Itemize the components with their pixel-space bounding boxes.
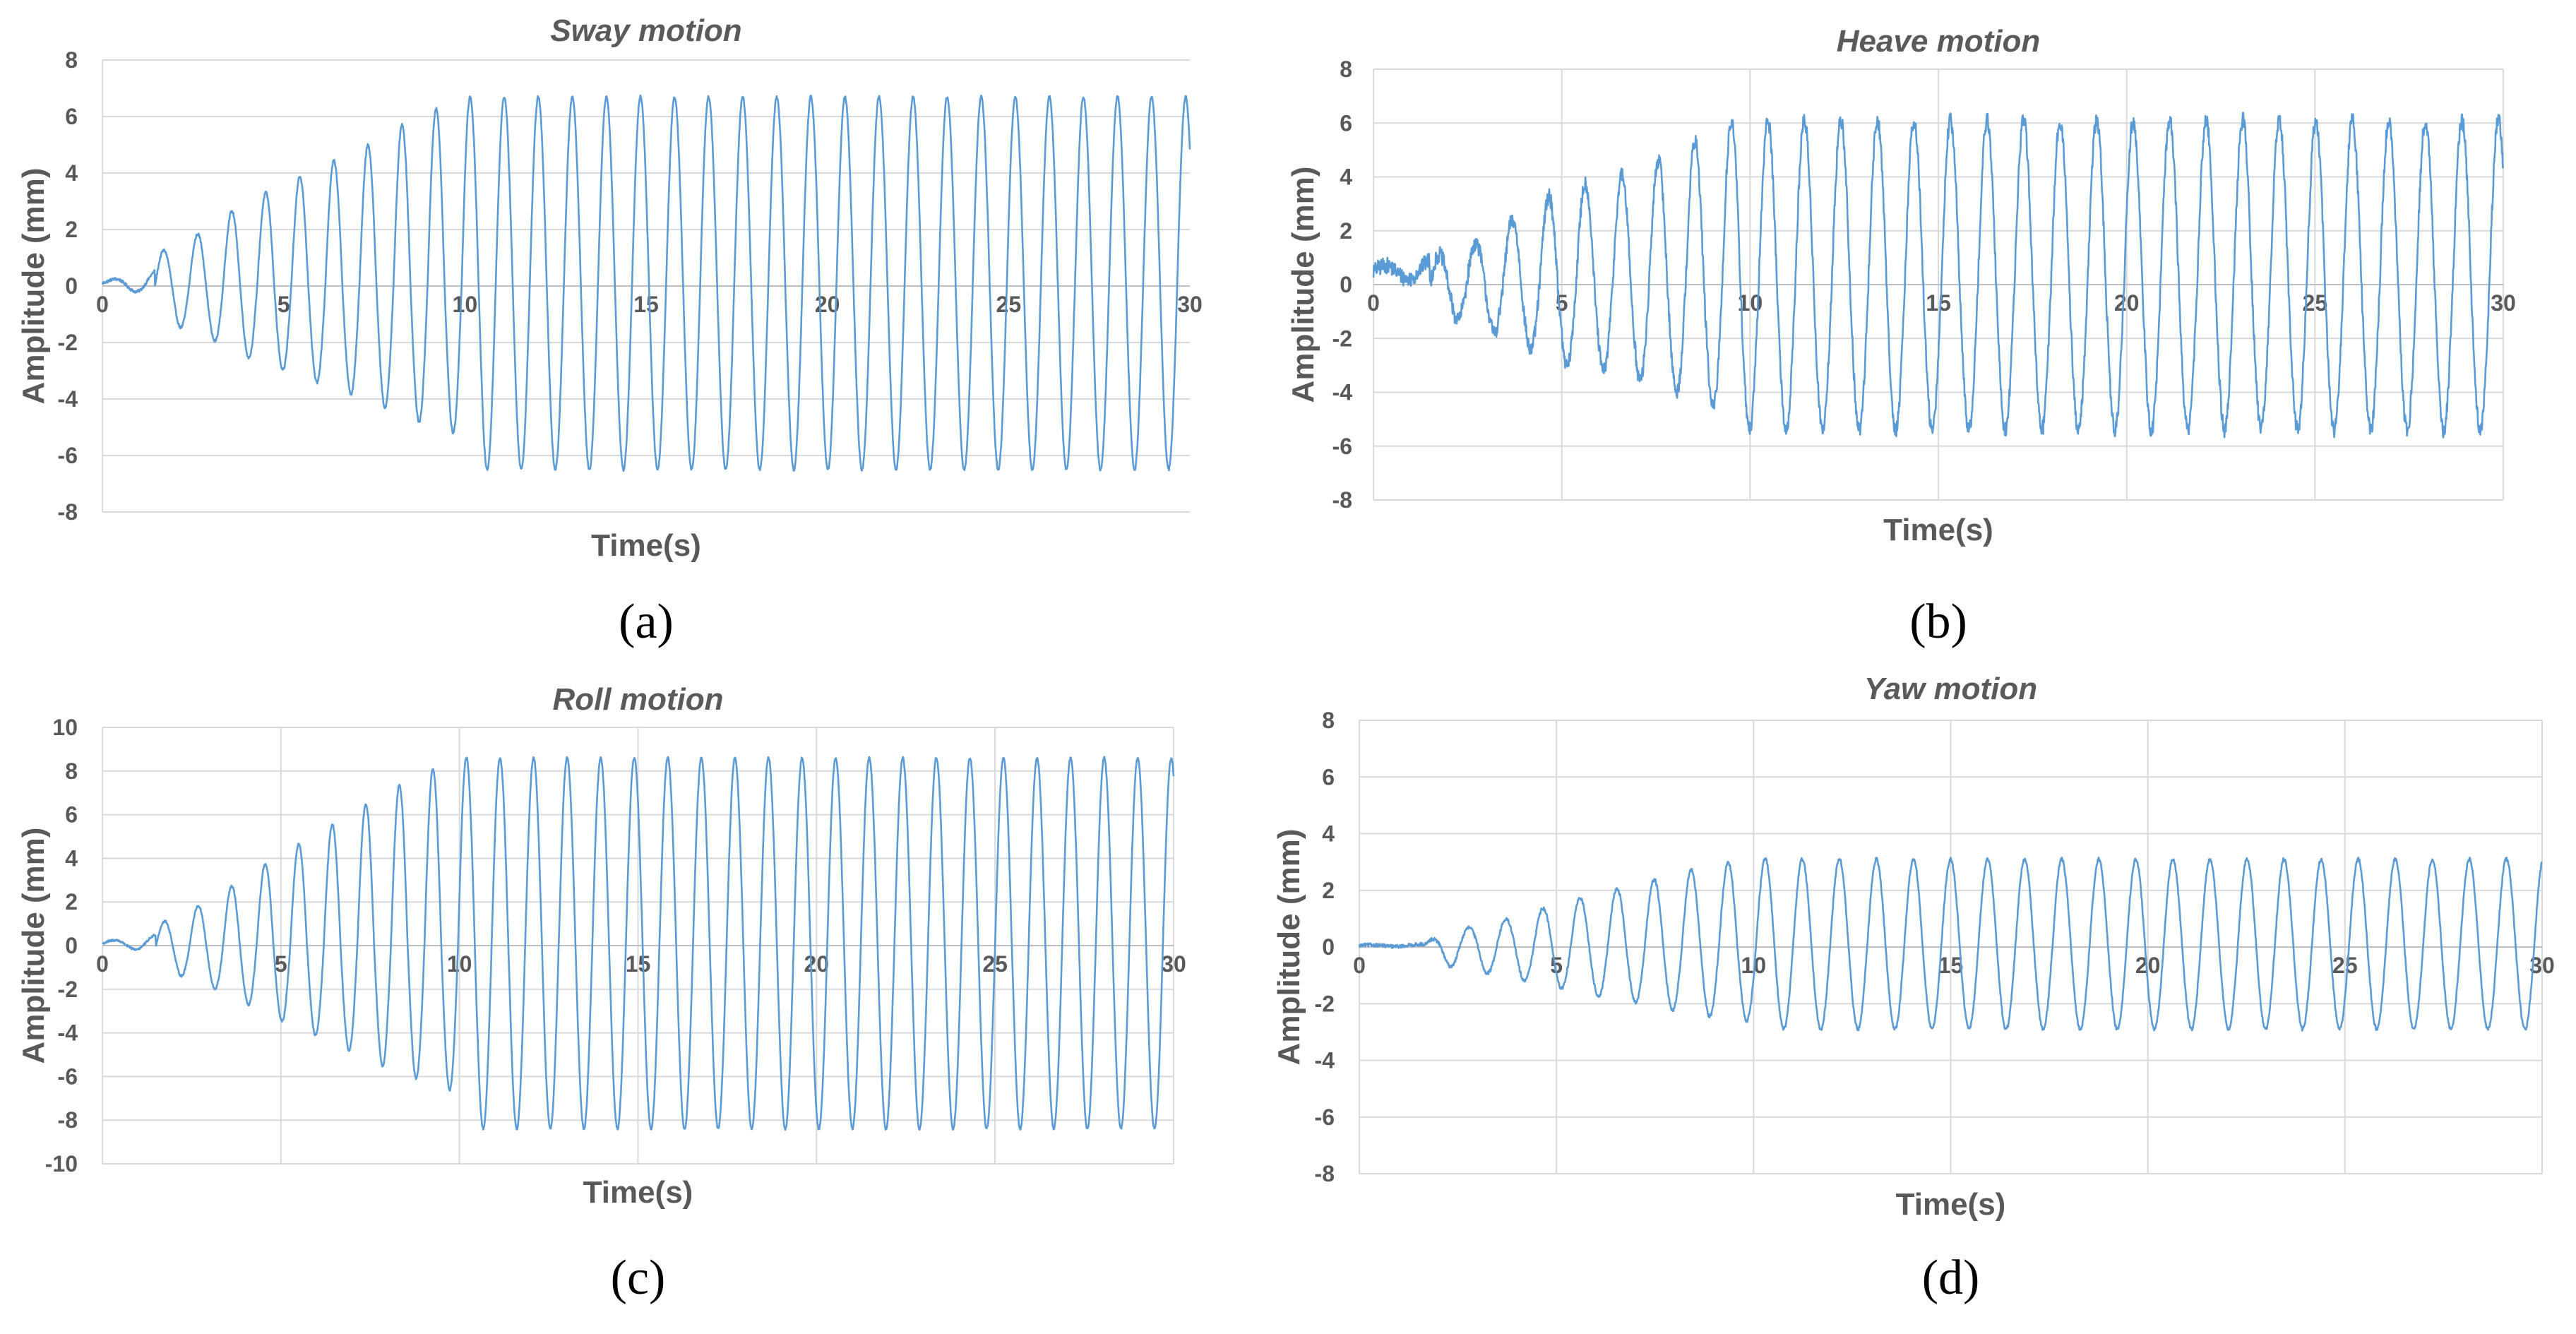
chart-title: Yaw motion bbox=[1864, 672, 2037, 706]
x-axis-title: Time(s) bbox=[1896, 1187, 2006, 1222]
x-tick-label: 20 bbox=[2114, 290, 2140, 316]
y-tick-label: -4 bbox=[1315, 1048, 1335, 1073]
y-tick-label: -2 bbox=[58, 330, 78, 355]
y-tick-label: -8 bbox=[58, 499, 78, 525]
y-axis-title: Amplitude (mm) bbox=[1272, 829, 1306, 1066]
y-tick-label: -6 bbox=[58, 1064, 78, 1089]
x-tick-label: 20 bbox=[804, 951, 830, 977]
y-tick-label: 4 bbox=[1322, 821, 1335, 847]
x-tick-label: 10 bbox=[453, 292, 478, 317]
y-tick-label: 8 bbox=[65, 47, 78, 73]
panel-label: (a) bbox=[619, 595, 674, 649]
series-line-roll bbox=[102, 756, 1175, 1131]
y-tick-label: 2 bbox=[1340, 218, 1352, 244]
y-tick-label: 2 bbox=[1322, 878, 1335, 903]
y-tick-label: 6 bbox=[1322, 764, 1335, 790]
y-tick-label: -6 bbox=[58, 443, 78, 468]
x-tick-label: 15 bbox=[633, 292, 659, 317]
series-line-heave bbox=[1372, 112, 2505, 439]
y-tick-label: 4 bbox=[65, 845, 78, 871]
x-tick-label: 5 bbox=[278, 292, 290, 317]
panel-label: (b) bbox=[1909, 595, 1967, 649]
y-tick-label: -8 bbox=[1315, 1161, 1335, 1186]
x-tick-label: 15 bbox=[1926, 290, 1951, 316]
x-tick-label: 10 bbox=[447, 951, 472, 977]
x-tick-label: 5 bbox=[1556, 290, 1568, 316]
y-axis-title: Amplitude (mm) bbox=[1286, 167, 1320, 403]
x-tick-label: 25 bbox=[996, 292, 1022, 317]
y-tick-label: -4 bbox=[58, 386, 78, 412]
panel-label: (c) bbox=[611, 1251, 666, 1305]
y-tick-label: 8 bbox=[1340, 56, 1352, 82]
x-tick-label: 30 bbox=[1177, 292, 1203, 317]
y-tick-label: 8 bbox=[1322, 708, 1335, 733]
y-tick-label: -2 bbox=[1315, 991, 1335, 1016]
chart-title: Roll motion bbox=[553, 682, 724, 717]
y-tick-label: -2 bbox=[58, 977, 78, 1002]
y-tick-label: -8 bbox=[58, 1107, 78, 1133]
y-tick-label: 10 bbox=[52, 715, 78, 740]
x-tick-label: 0 bbox=[96, 951, 109, 977]
y-axis-title: Amplitude (mm) bbox=[16, 168, 51, 405]
chart-title: Sway motion bbox=[550, 13, 741, 48]
y-tick-label: 6 bbox=[65, 802, 78, 828]
x-tick-label: 5 bbox=[275, 951, 287, 977]
y-tick-label: -6 bbox=[1315, 1104, 1335, 1130]
series-line-sway bbox=[101, 94, 1191, 472]
x-tick-label: 0 bbox=[1367, 290, 1380, 316]
series-line-yaw bbox=[1358, 857, 2543, 1032]
y-tick-label: 4 bbox=[1340, 165, 1352, 190]
y-tick-label: -2 bbox=[1332, 326, 1352, 351]
x-tick-label: 30 bbox=[1161, 951, 1186, 977]
y-tick-label: 0 bbox=[65, 933, 78, 958]
y-tick-label: 2 bbox=[65, 889, 78, 915]
y-tick-label: 6 bbox=[65, 104, 78, 129]
x-tick-label: 30 bbox=[2491, 290, 2516, 316]
x-axis-title: Time(s) bbox=[583, 1175, 693, 1210]
y-tick-label: 0 bbox=[1340, 272, 1352, 297]
chart-title: Heave motion bbox=[1837, 24, 2041, 59]
y-tick-label: -10 bbox=[45, 1151, 78, 1177]
y-axis-title: Amplitude (mm) bbox=[16, 828, 51, 1064]
y-tick-label: 0 bbox=[1322, 934, 1335, 960]
x-tick-label: 0 bbox=[1353, 953, 1366, 978]
y-tick-label: -6 bbox=[1332, 434, 1352, 459]
y-tick-label: -8 bbox=[1332, 487, 1352, 513]
y-tick-label: -4 bbox=[1332, 380, 1353, 405]
y-tick-label: 2 bbox=[65, 217, 78, 242]
x-tick-label: 15 bbox=[626, 951, 651, 977]
panel-label: (d) bbox=[1922, 1251, 1980, 1305]
y-tick-label: 0 bbox=[65, 273, 78, 299]
y-tick-label: 4 bbox=[65, 160, 78, 186]
x-tick-label: 25 bbox=[2332, 953, 2358, 978]
y-tick-label: 6 bbox=[1340, 110, 1352, 136]
y-tick-label: -4 bbox=[58, 1020, 78, 1046]
x-tick-label: 15 bbox=[1938, 953, 1964, 978]
x-tick-label: 0 bbox=[96, 292, 109, 317]
x-axis-title: Time(s) bbox=[1883, 513, 1993, 547]
y-tick-label: 8 bbox=[65, 758, 78, 784]
x-axis-title: Time(s) bbox=[591, 528, 701, 563]
